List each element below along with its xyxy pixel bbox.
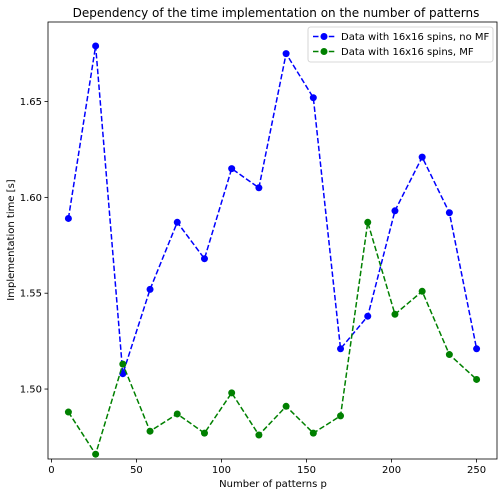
data-point <box>282 50 290 58</box>
x-tick-label: 0 <box>48 465 54 476</box>
y-tick-label: 1.55 <box>20 289 42 300</box>
y-tick-label: 1.60 <box>20 193 42 204</box>
data-point <box>282 402 290 410</box>
y-axis: 1.50 1.55 1.60 1.65 <box>20 97 48 396</box>
data-point <box>173 218 181 226</box>
data-point <box>473 375 481 383</box>
legend-marker <box>320 33 328 40</box>
y-tick-label: 1.65 <box>20 97 42 108</box>
y-tick-label: 1.50 <box>20 385 42 396</box>
x-tick-label: 100 <box>212 465 231 476</box>
data-point <box>200 255 208 263</box>
data-point <box>255 431 263 439</box>
x-axis-label: Number of patterns p <box>219 479 327 490</box>
data-point <box>364 312 372 320</box>
y-axis-label: Implementation time [s] <box>6 179 17 300</box>
data-point <box>445 209 453 217</box>
data-point <box>391 207 399 215</box>
legend-marker <box>320 48 328 55</box>
data-point <box>228 165 236 173</box>
data-point <box>64 408 72 416</box>
series-line-1 <box>67 45 478 374</box>
data-point <box>309 429 317 437</box>
data-point <box>337 345 345 353</box>
data-point <box>255 184 263 192</box>
data-point <box>418 287 426 295</box>
plot-area <box>47 21 498 460</box>
data-point <box>173 410 181 418</box>
series-line-2 <box>67 222 478 456</box>
data-point <box>228 389 236 397</box>
data-point <box>92 42 100 50</box>
data-point <box>445 351 453 359</box>
data-point <box>364 218 372 226</box>
data-point <box>146 285 154 293</box>
data-point <box>391 310 399 318</box>
x-axis: 0 50 100 150 200 250 <box>48 459 486 476</box>
x-tick-label: 50 <box>130 465 143 476</box>
chart-title: Dependency of the time implementation on… <box>73 6 480 20</box>
series-layer <box>64 42 481 458</box>
x-tick-label: 150 <box>297 465 316 476</box>
data-point <box>119 360 127 368</box>
data-point <box>200 429 208 437</box>
legend: Data with 16x16 spins, no MF Data with 16… <box>307 26 494 63</box>
data-point <box>146 427 154 435</box>
legend-label: Data with 16x16 spins, no MF <box>341 32 490 43</box>
data-point <box>337 412 345 420</box>
data-point <box>309 94 317 102</box>
x-tick-label: 250 <box>467 465 486 476</box>
legend-box <box>307 26 494 63</box>
legend-label: Data with 16x16 spins, MF <box>341 47 474 58</box>
data-point <box>92 450 100 458</box>
data-point <box>64 214 72 222</box>
x-tick-label: 200 <box>382 465 401 476</box>
data-point <box>473 345 481 353</box>
data-point <box>418 153 426 161</box>
